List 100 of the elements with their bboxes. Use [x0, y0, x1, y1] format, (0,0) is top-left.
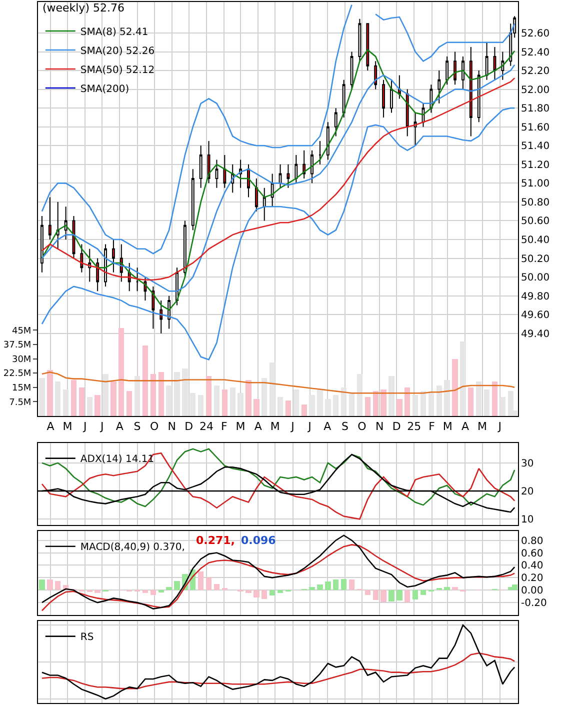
bar	[420, 391, 426, 416]
candlestick	[406, 88, 409, 137]
bar	[94, 590, 100, 594]
bar	[428, 393, 434, 416]
bar	[277, 396, 284, 416]
y-tick-label: 0.20	[521, 573, 544, 584]
bar	[126, 391, 132, 416]
candlestick	[374, 60, 378, 90]
bar	[404, 387, 410, 416]
x-tick-label: J	[290, 420, 294, 434]
line-series	[41, 371, 516, 394]
candlestick	[136, 267, 139, 292]
x-tick-label: J	[82, 420, 87, 434]
candlestick	[112, 239, 115, 273]
bar	[142, 590, 148, 594]
candlestick	[390, 79, 393, 114]
bar	[150, 590, 156, 596]
bar	[238, 393, 244, 416]
bar	[348, 393, 355, 416]
bar	[262, 590, 268, 599]
bar	[372, 391, 378, 416]
bar	[364, 590, 370, 596]
y-tick-label: 50.80	[521, 197, 550, 208]
annotation: 0.096	[241, 534, 276, 547]
x-tick-label: A	[324, 420, 332, 434]
y2-tick-label: 30M	[12, 354, 32, 365]
bar	[269, 590, 276, 596]
x-tick-label: M	[478, 420, 488, 434]
bar	[380, 389, 386, 416]
bar	[277, 590, 284, 594]
bar	[444, 587, 450, 590]
x-tick-label: J	[99, 420, 104, 434]
legend-label: SMA(8) 52.41	[80, 26, 148, 38]
candlestick	[48, 196, 52, 240]
bar	[325, 581, 331, 590]
candlestick	[461, 56, 464, 90]
bar	[301, 404, 307, 416]
bar	[412, 590, 418, 600]
y-tick-label: 49.60	[521, 310, 550, 322]
bar	[214, 584, 220, 590]
bar	[158, 372, 164, 416]
x-tick-label: J	[497, 420, 502, 434]
candlestick	[239, 159, 242, 188]
bar	[325, 398, 331, 416]
candlestick	[485, 42, 488, 80]
bar	[484, 389, 490, 416]
candlestick	[56, 201, 60, 250]
candlestick	[358, 18, 362, 62]
candlestick	[40, 216, 44, 273]
x-tick-label: O	[358, 420, 367, 434]
bar	[150, 374, 156, 416]
bar	[492, 382, 498, 416]
candlestick	[469, 46, 472, 137]
bar	[285, 400, 292, 416]
candlestick	[438, 70, 441, 104]
x-tick-label: D	[184, 420, 194, 434]
legend-label: RS	[80, 632, 94, 644]
bar	[174, 372, 180, 416]
y-tick-label: 20	[521, 486, 534, 498]
bar	[94, 395, 100, 416]
bar	[420, 590, 426, 596]
bar	[174, 580, 180, 590]
bar	[78, 387, 85, 416]
x-tick-label: 25	[407, 420, 422, 434]
y-tick-label: 50.20	[521, 254, 550, 265]
legend-label: MACD(8,40,9) 0.370,	[80, 542, 185, 554]
bar	[309, 395, 315, 416]
bar	[333, 580, 339, 590]
bar	[333, 395, 339, 416]
candlestick	[88, 248, 92, 282]
candlestick	[278, 164, 282, 188]
bar	[512, 584, 518, 590]
y-tick-label: 51.20	[521, 160, 550, 171]
candlestick	[152, 286, 155, 330]
bar	[222, 389, 228, 416]
candlestick	[191, 168, 194, 231]
y-tick-label: 50.40	[521, 235, 550, 246]
x-tick-label: F	[220, 420, 228, 434]
line-series	[41, 107, 516, 360]
y-tick-label: 51.40	[521, 141, 550, 152]
candlestick	[342, 79, 346, 118]
legend-label: SMA(20) 52.26	[80, 46, 155, 57]
candlestick	[334, 108, 338, 137]
bar	[380, 590, 386, 602]
y-tick-label: 10	[521, 514, 534, 526]
x-tick-label: O	[150, 420, 159, 434]
candlestick	[64, 206, 68, 240]
bar	[452, 358, 458, 416]
candlestick	[96, 258, 100, 292]
candlestick	[80, 244, 84, 273]
y-tick-label: 50.60	[521, 216, 550, 228]
x-tick-label: A	[116, 420, 124, 434]
bar	[86, 396, 92, 416]
candlestick	[318, 140, 322, 165]
candlestick	[262, 187, 266, 222]
bar	[246, 380, 252, 416]
bar	[55, 580, 61, 590]
bar	[348, 580, 355, 590]
bar	[468, 387, 474, 416]
x-tick-label: S	[341, 420, 348, 434]
